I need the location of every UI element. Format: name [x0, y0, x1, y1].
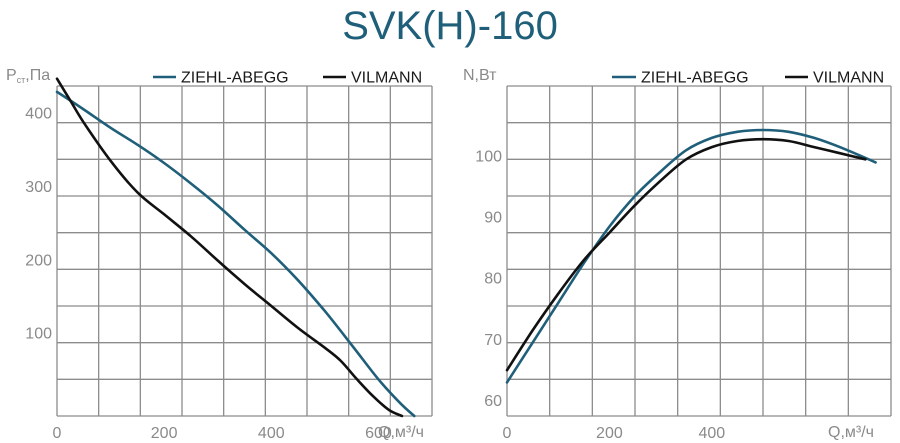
legend-label: ZIEHL-ABEGG: [181, 70, 289, 87]
series-line-ziehl-abegg: [505, 128, 877, 384]
y-axis-label-main: P: [6, 67, 17, 84]
y-tick-label: 60: [484, 393, 502, 410]
chart-2: 60 70 80 90 100 0 200 400 N,Вт Q,м³/ч ZIEHL-ABEGG V…: [463, 67, 892, 442]
grid: [506, 85, 892, 417]
chart-1: 100 200 300 400 0 200 400 600 Pст,Па Q,м³/ч ZIEHL-…: [6, 67, 433, 442]
x-tick-label: 200: [151, 425, 178, 442]
y-tick-label: 300: [25, 179, 52, 196]
x-tick-label: 600: [365, 425, 392, 442]
x-tick-label: 200: [596, 425, 623, 442]
y-tick-label: 200: [25, 252, 52, 269]
x-axis-label: Q,м³/ч: [378, 424, 424, 441]
page-title: SVK(H)-160: [342, 4, 558, 48]
y-tick-label: 90: [484, 210, 502, 227]
x-tick-label: 0: [503, 425, 512, 442]
legend-label: VILMANN: [351, 70, 422, 87]
y-tick-label: 400: [25, 106, 52, 123]
x-tick-label: 0: [53, 425, 62, 442]
y-axis-label-sub: ст: [17, 75, 26, 85]
series-line-ziehl-abegg: [55, 90, 416, 418]
y-tick-label: 80: [484, 271, 502, 288]
legend-label: ZIEHL-ABEGG: [641, 70, 749, 87]
y-tick-label: 100: [475, 148, 502, 165]
grid: [56, 85, 433, 417]
series-line-vilmann: [505, 137, 867, 372]
series-line-vilmann: [55, 77, 404, 418]
y-axis-label: N,Вт: [463, 67, 497, 84]
y-axis-label: Pст,Па: [6, 67, 50, 85]
legend: ZIEHL-ABEGG VILMANN: [153, 70, 422, 87]
y-tick-label: 100: [25, 326, 52, 343]
x-axis-label: Q,м³/ч: [828, 424, 874, 441]
y-axis-label-unit: ,Па: [25, 67, 50, 84]
legend-label: VILMANN: [813, 70, 884, 87]
y-tick-label: 70: [484, 332, 502, 349]
legend: ZIEHL-ABEGG VILMANN: [612, 70, 884, 87]
x-tick-label: 400: [258, 425, 285, 442]
x-tick-label: 400: [698, 425, 725, 442]
